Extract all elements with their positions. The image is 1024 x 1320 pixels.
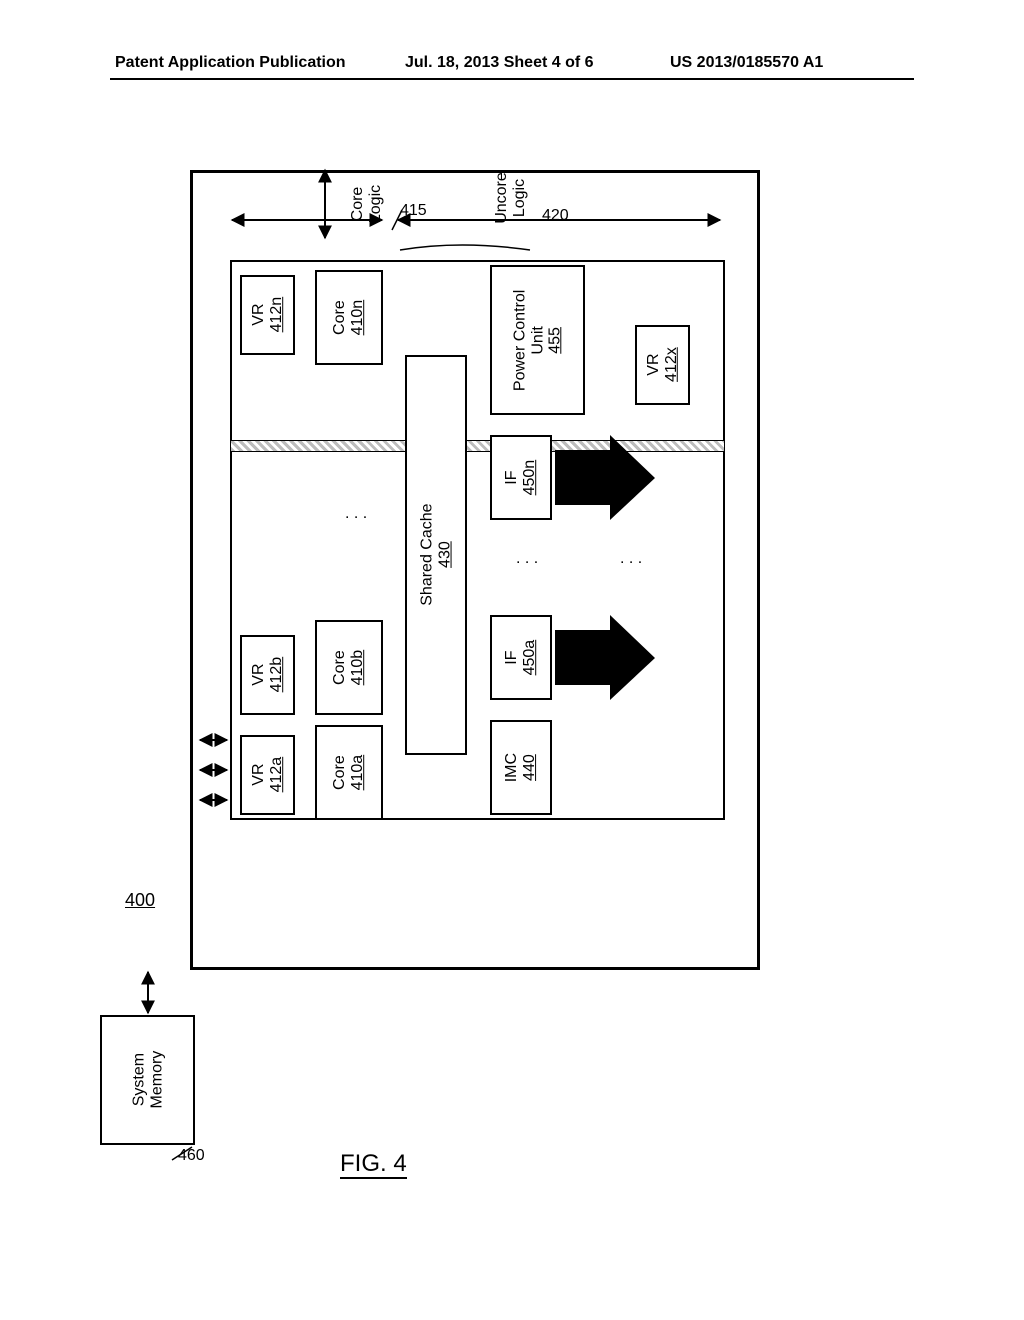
if-450n: IF450n [490, 435, 552, 520]
cores-ellipsis: . . . [345, 505, 367, 522]
ext-ellipsis: . . . [620, 550, 642, 567]
vr-412b: VR412b [240, 635, 295, 715]
shared-cache-430: Shared Cache430 [405, 355, 467, 755]
imc-440: IMC440 [490, 720, 552, 815]
header-rule [110, 78, 914, 80]
ref-420: 420 [542, 207, 569, 224]
ring-divider-415 [230, 440, 725, 452]
pcu-455: Power Control Unit455 [490, 265, 585, 415]
ref-415: 415 [400, 202, 427, 219]
fig-ref-400: 400 [125, 890, 155, 910]
figure-canvas: 400 VR412a VR412b VR412n Core410a Core41… [100, 160, 920, 1180]
header-mid: Jul. 18, 2013 Sheet 4 of 6 [405, 54, 594, 72]
ref-460: 460 [178, 1147, 205, 1164]
uncore-logic-label: Uncore Logic [493, 172, 529, 224]
vr-412x: VR412x [635, 325, 690, 405]
core-410n: Core410n [315, 270, 383, 365]
vr-412n: VR412n [240, 275, 295, 355]
if-450a: IF450a [490, 615, 552, 700]
if-ellipsis: . . . [516, 550, 538, 567]
figure-label: FIG. 4 [340, 1150, 407, 1179]
system-memory-460: System Memory [100, 1015, 195, 1145]
header-right: US 2013/0185570 A1 [670, 54, 823, 72]
vr-412a: VR412a [240, 735, 295, 815]
header-left: Patent Application Publication [115, 54, 346, 72]
core-410a: Core410a [315, 725, 383, 820]
core-410b: Core410b [315, 620, 383, 715]
core-logic-label: Core Logic [349, 185, 385, 223]
